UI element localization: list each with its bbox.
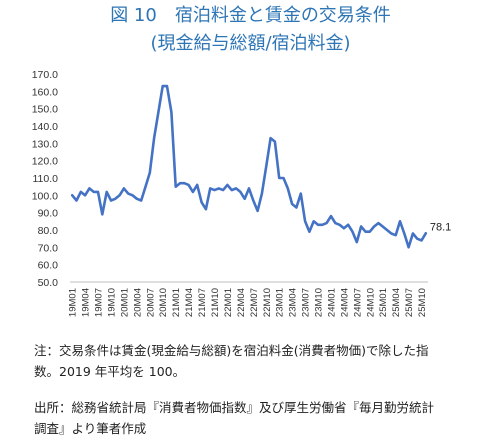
y-tick-label: 130.0 (32, 138, 58, 150)
y-tick-label: 80.0 (38, 225, 59, 237)
x-tick-label: 20M01 (119, 288, 130, 317)
plot-area: 78.1 (70, 84, 451, 249)
x-tick-label: 19M10 (106, 288, 117, 317)
x-tick-label: 22M10 (262, 288, 273, 317)
x-tick-label: 24M07 (352, 288, 363, 317)
x-tick-label: 24M04 (339, 288, 350, 317)
note-line-2: 数。2019 年平均を 100。 (34, 364, 186, 379)
source-line-1: 出所：総務省統計局『消費者物価指数』及び厚生労働省『毎月勤労統計 (34, 400, 435, 415)
y-axis: 170.0 160.0 150.0 140.0 130.0 120.0 110.0 100.0… (32, 69, 58, 289)
x-tick-label: 19M07 (94, 288, 105, 317)
x-tick-label: 25M04 (391, 288, 402, 317)
x-tick-label: 20M04 (132, 288, 143, 317)
x-tick-label: 21M01 (171, 288, 182, 317)
line-chart: 170.0 160.0 150.0 140.0 130.0 120.0 110.0 100.0… (32, 69, 452, 317)
y-tick-label: 120.0 (32, 156, 58, 168)
y-tick-label: 50.0 (38, 277, 59, 289)
x-tick-label: 22M04 (236, 288, 247, 317)
x-axis: 19M01 19M04 19M07 19M10 20M01 20M04 20M07 20M10… (68, 281, 428, 317)
y-tick-label: 60.0 (38, 260, 59, 272)
x-tick-label: 22M07 (249, 288, 260, 317)
chart-title-line2: (現金給与総額/宿泊料金) (150, 33, 351, 54)
y-tick-label: 70.0 (38, 242, 59, 254)
x-tick-label: 25M10 (417, 288, 428, 317)
y-tick-label: 140.0 (32, 121, 58, 133)
x-tick-label: 19M04 (81, 288, 92, 317)
x-tick-label: 23M10 (314, 288, 325, 317)
y-tick-label: 110.0 (33, 173, 59, 185)
chart-source: 出所：総務省統計局『消費者物価指数』及び厚生労働省『毎月勤労統計 調査』より筆者… (34, 397, 496, 439)
x-tick-label: 23M01 (275, 288, 286, 317)
x-tick-label: 25M01 (378, 288, 389, 317)
y-tick-label: 90.0 (38, 208, 59, 220)
x-tick-label: 21M10 (210, 288, 221, 317)
y-tick-label: 150.0 (32, 104, 58, 116)
x-tick-label: 22M01 (223, 288, 234, 317)
x-tick-label: 19M01 (68, 288, 79, 317)
x-tick-label: 21M04 (184, 288, 195, 317)
series-line (70, 84, 428, 249)
y-tick-label: 160.0 (32, 86, 58, 98)
chart-note: 注：交易条件は賃金(現金給与総額)を宿泊料金(消費者物価)で除した指 数。201… (34, 340, 496, 382)
x-tick-label: 20M07 (145, 288, 156, 317)
y-tick-label: 170.0 (32, 69, 58, 81)
x-tick-label: 20M10 (158, 288, 169, 317)
chart-title-line1: 図 10 宿泊料金と賃金の交易条件 (110, 5, 391, 26)
y-tick-label: 100.0 (32, 190, 58, 202)
x-tick-label: 23M07 (301, 288, 312, 317)
x-tick-label: 21M07 (197, 288, 208, 317)
note-line-1: 注：交易条件は賃金(現金給与総額)を宿泊料金(消費者物価)で除した指 (34, 343, 429, 358)
x-tick-label: 25M07 (404, 288, 415, 317)
end-data-label: 78.1 (430, 221, 451, 233)
x-tick-label: 24M10 (365, 288, 376, 317)
source-line-2: 調査』より筆者作成 (34, 421, 147, 436)
x-tick-label: 24M01 (326, 288, 337, 317)
x-tick-label: 23M04 (288, 288, 299, 317)
